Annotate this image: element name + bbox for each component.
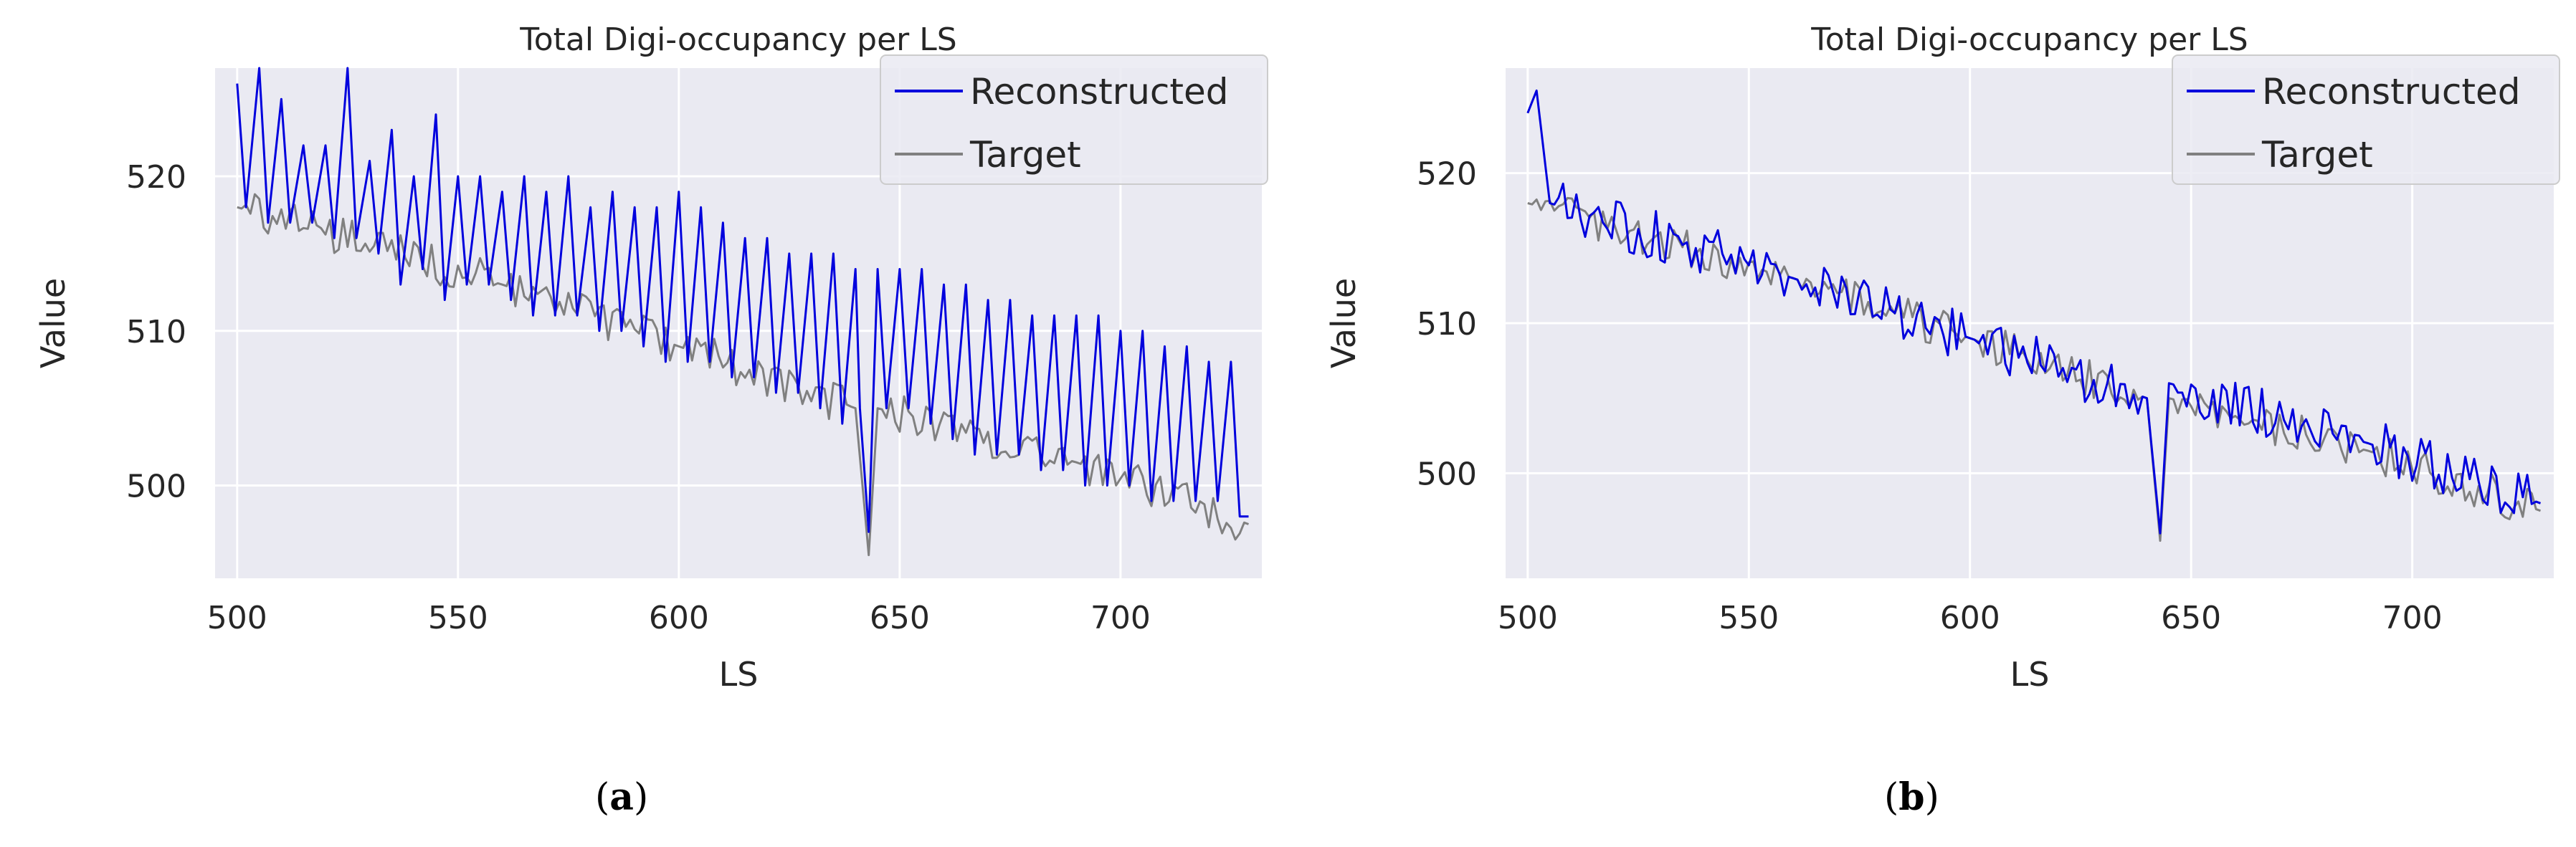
caption-b-letter: b xyxy=(1898,775,1925,819)
caption-b-close: ) xyxy=(1924,776,1939,819)
series-line-reconstructed xyxy=(1526,89,2542,535)
x-axis-label: LS xyxy=(2010,655,2050,694)
caption-a-open: ( xyxy=(595,776,610,819)
x-tick-label: 500 xyxy=(1498,600,1558,636)
x-tick-label: 550 xyxy=(428,600,488,636)
y-axis-label: Value xyxy=(34,278,72,368)
legend-label: Reconstructed xyxy=(970,71,1229,113)
y-tick-label: 510 xyxy=(126,314,186,350)
x-tick-label: 600 xyxy=(1940,600,2000,636)
y-axis-label: Value xyxy=(1324,278,1363,368)
caption-a: (a) xyxy=(595,775,648,819)
chart-panel-b: 500 550 600 650 700 500 510 520 Total Digi-occup… xyxy=(1324,21,2560,694)
chart-title: Total Digi-occupancy per LS xyxy=(519,21,956,58)
y-tick-label: 520 xyxy=(126,159,186,196)
series-line-reconstructed xyxy=(236,67,1249,533)
y-tick-label: 510 xyxy=(1417,306,1477,343)
y-tick-label: 520 xyxy=(1417,156,1477,193)
y-tick-label: 500 xyxy=(126,469,186,505)
caption-a-close: ) xyxy=(634,776,649,819)
x-tick-label: 600 xyxy=(649,600,709,636)
legend-box xyxy=(2172,54,2560,185)
x-tick-label: 700 xyxy=(1090,600,1151,636)
caption-a-letter: a xyxy=(609,775,634,819)
chart-title: Total Digi-occupancy per LS xyxy=(1810,21,2248,58)
legend-box xyxy=(880,54,1268,185)
caption-b-open: ( xyxy=(1884,776,1899,819)
x-tick-label: 550 xyxy=(1719,600,1779,636)
y-tick-label: 500 xyxy=(1417,456,1477,492)
caption-b: (b) xyxy=(1884,775,1939,819)
legend-label: Target xyxy=(969,134,1081,176)
chart-panel-a: 500 550 600 650 700 500 510 520 Total Digi-occup… xyxy=(34,21,1268,694)
x-tick-label: 650 xyxy=(2161,600,2221,636)
x-tick-label: 500 xyxy=(207,600,267,636)
x-axis-label: LS xyxy=(719,655,759,694)
x-tick-label: 700 xyxy=(2382,600,2443,636)
x-tick-label: 650 xyxy=(870,600,930,636)
series-line-target xyxy=(237,193,1250,557)
legend-label: Target xyxy=(2261,134,2373,176)
legend-label: Reconstructed xyxy=(2262,71,2521,113)
